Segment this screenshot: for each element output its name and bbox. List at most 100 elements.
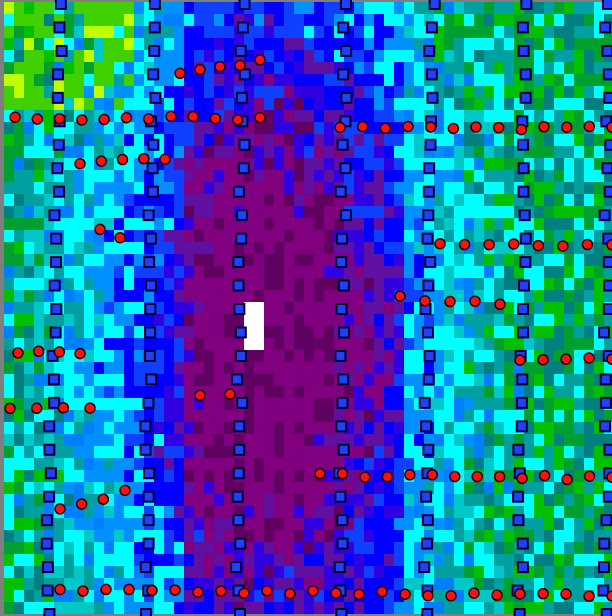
cell xyxy=(324,266,334,278)
circle-marker xyxy=(562,475,572,485)
cell xyxy=(434,386,444,398)
cell xyxy=(314,230,324,242)
cell xyxy=(14,494,24,506)
cell xyxy=(504,50,514,62)
cell xyxy=(214,86,224,98)
cell xyxy=(94,254,104,266)
cell xyxy=(474,194,484,206)
cell xyxy=(454,458,464,470)
cell xyxy=(74,602,84,614)
cell xyxy=(204,170,214,182)
cell xyxy=(24,2,34,14)
square-marker xyxy=(600,22,610,32)
cell xyxy=(554,362,564,374)
cell xyxy=(564,446,574,458)
cell xyxy=(414,110,424,122)
cell xyxy=(74,74,84,86)
cell xyxy=(184,98,194,110)
cell xyxy=(434,194,444,206)
cell xyxy=(474,62,484,74)
cell xyxy=(374,362,384,374)
cell xyxy=(394,422,404,434)
cell xyxy=(84,338,94,350)
cell xyxy=(174,254,184,266)
cell xyxy=(364,158,374,170)
cell xyxy=(464,566,474,578)
cell xyxy=(264,482,274,494)
cell xyxy=(314,314,324,326)
cell xyxy=(14,326,24,338)
cell xyxy=(104,38,114,50)
cell xyxy=(314,350,324,362)
cell xyxy=(554,410,564,422)
square-marker xyxy=(52,163,62,173)
cell xyxy=(584,530,594,542)
cell xyxy=(294,566,304,578)
cell xyxy=(124,26,134,38)
cell xyxy=(4,458,14,470)
cell xyxy=(284,446,294,458)
cell xyxy=(94,410,104,422)
cell xyxy=(294,206,304,218)
cell xyxy=(114,506,124,518)
cell xyxy=(454,518,464,530)
circle-marker xyxy=(32,403,42,413)
square-marker xyxy=(521,234,531,244)
circle-marker xyxy=(427,470,437,480)
cell xyxy=(224,86,234,98)
cell xyxy=(34,146,44,158)
cell xyxy=(494,494,504,506)
cell xyxy=(374,86,384,98)
cell xyxy=(64,350,74,362)
cell xyxy=(564,110,574,122)
cell xyxy=(24,458,34,470)
cell xyxy=(324,254,334,266)
circle-marker xyxy=(235,60,245,70)
cell xyxy=(454,194,464,206)
cell xyxy=(274,290,284,302)
cell xyxy=(424,314,434,326)
cell xyxy=(414,182,424,194)
cell xyxy=(494,518,504,530)
cell xyxy=(254,14,264,26)
cell xyxy=(294,194,304,206)
cell xyxy=(214,170,224,182)
cell xyxy=(134,302,144,314)
cell xyxy=(4,434,14,446)
cell xyxy=(14,278,24,290)
circle-marker xyxy=(285,589,295,599)
cell xyxy=(204,362,214,374)
cell xyxy=(24,158,34,170)
cell xyxy=(64,338,74,350)
cell xyxy=(474,38,484,50)
cell xyxy=(274,38,284,50)
cell xyxy=(64,134,74,146)
circle-marker xyxy=(607,354,612,364)
cell xyxy=(394,74,404,86)
cell xyxy=(24,170,34,182)
cell xyxy=(54,422,64,434)
cell xyxy=(284,182,294,194)
cell xyxy=(254,242,264,254)
cell xyxy=(4,146,14,158)
cell xyxy=(94,2,104,14)
cell xyxy=(364,542,374,554)
square-marker xyxy=(233,257,243,267)
cell xyxy=(4,38,14,50)
cell xyxy=(34,206,44,218)
square-marker xyxy=(604,93,612,103)
cell xyxy=(294,38,304,50)
square-marker xyxy=(519,187,529,197)
cell xyxy=(164,74,174,86)
cell xyxy=(174,98,184,110)
circle-marker xyxy=(262,586,272,596)
cell xyxy=(4,566,14,578)
cell xyxy=(304,386,314,398)
cell xyxy=(124,554,134,566)
cell xyxy=(94,542,104,554)
cell xyxy=(54,554,64,566)
cell xyxy=(434,458,444,470)
cell xyxy=(404,230,414,242)
cell xyxy=(124,530,134,542)
cell xyxy=(534,146,544,158)
